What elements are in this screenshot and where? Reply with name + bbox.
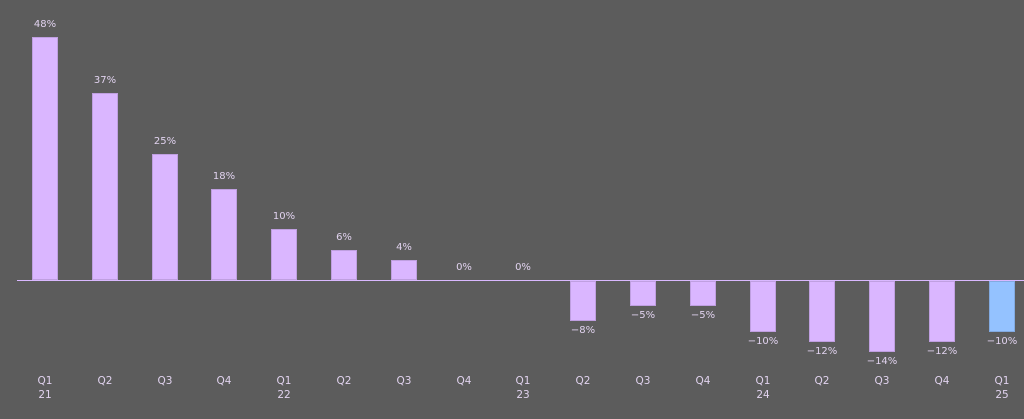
bar bbox=[391, 260, 417, 280]
quarter-label: Q4 bbox=[934, 375, 950, 387]
year-label: 24 bbox=[756, 389, 770, 401]
quarter-label: Q1 bbox=[276, 375, 292, 387]
bar bbox=[152, 154, 178, 280]
quarter-label: Q4 bbox=[456, 375, 472, 387]
quarter-label: Q3 bbox=[874, 375, 890, 387]
bar-value-label: −12% bbox=[806, 346, 838, 357]
bar bbox=[809, 281, 835, 342]
x-axis-label: Q2 bbox=[553, 374, 613, 388]
x-axis-label: Q1 24 bbox=[733, 374, 793, 402]
x-axis-label: Q1 25 bbox=[972, 374, 1024, 402]
year-label: 21 bbox=[38, 389, 52, 401]
bar-value-label: 0% bbox=[456, 262, 472, 273]
bar bbox=[869, 281, 895, 352]
x-axis-label: Q2 bbox=[75, 374, 135, 388]
quarter-label: Q2 bbox=[336, 375, 352, 387]
x-axis-label: Q1 22 bbox=[254, 374, 314, 402]
quarter-label: Q1 bbox=[994, 375, 1010, 387]
bar bbox=[92, 93, 118, 280]
x-axis-label: Q3 bbox=[613, 374, 673, 388]
bar bbox=[989, 281, 1015, 332]
quarter-label: Q2 bbox=[814, 375, 830, 387]
quarter-label: Q3 bbox=[635, 375, 651, 387]
bar-value-label: 0% bbox=[515, 262, 531, 273]
bar-value-label: 37% bbox=[93, 75, 117, 86]
x-axis-label: Q4 bbox=[673, 374, 733, 388]
x-axis-label: Q2 bbox=[314, 374, 374, 388]
bar bbox=[690, 281, 716, 306]
bar-value-label: 10% bbox=[272, 211, 296, 222]
bar-value-label: −5% bbox=[630, 310, 656, 321]
x-axis-label: Q4 bbox=[912, 374, 972, 388]
year-label: 23 bbox=[516, 389, 530, 401]
quarter-label: Q1 bbox=[755, 375, 771, 387]
bar bbox=[271, 229, 297, 280]
bar-value-label: −8% bbox=[570, 325, 596, 336]
bar bbox=[32, 37, 58, 280]
bar bbox=[630, 281, 656, 306]
bar bbox=[331, 250, 357, 280]
quarter-label: Q3 bbox=[396, 375, 412, 387]
x-axis-label: Q1 23 bbox=[493, 374, 553, 402]
x-axis-label: Q4 bbox=[194, 374, 254, 388]
quarter-label: Q3 bbox=[157, 375, 173, 387]
bar bbox=[211, 189, 237, 280]
bar-value-label: −5% bbox=[690, 310, 716, 321]
bar-value-label: 18% bbox=[212, 171, 236, 182]
year-label: 25 bbox=[995, 389, 1009, 401]
x-axis-label: Q4 bbox=[434, 374, 494, 388]
bar-value-label: 4% bbox=[396, 242, 412, 253]
year-label: 22 bbox=[277, 389, 291, 401]
quarter-label: Q2 bbox=[575, 375, 591, 387]
bar bbox=[929, 281, 955, 342]
quarter-label: Q1 bbox=[515, 375, 531, 387]
zero-baseline bbox=[17, 280, 1024, 281]
bar-value-label: −10% bbox=[986, 336, 1018, 347]
bar bbox=[750, 281, 776, 332]
bar-value-label: −10% bbox=[747, 336, 779, 347]
bar-value-label: −12% bbox=[926, 346, 958, 357]
bar-value-label: −14% bbox=[866, 356, 898, 367]
x-axis-label: Q3 bbox=[374, 374, 434, 388]
x-axis-label: Q1 21 bbox=[15, 374, 75, 402]
bar-value-label: 6% bbox=[336, 232, 352, 243]
quarter-label: Q1 bbox=[37, 375, 53, 387]
x-axis-label: Q3 bbox=[852, 374, 912, 388]
quarter-label: Q2 bbox=[97, 375, 113, 387]
bar bbox=[570, 281, 596, 321]
x-axis-label: Q2 bbox=[792, 374, 852, 388]
bar-value-label: 48% bbox=[33, 19, 57, 30]
bar-value-label: 25% bbox=[153, 136, 177, 147]
quarter-label: Q4 bbox=[216, 375, 232, 387]
quarter-label: Q4 bbox=[695, 375, 711, 387]
x-axis-label: Q3 bbox=[135, 374, 195, 388]
